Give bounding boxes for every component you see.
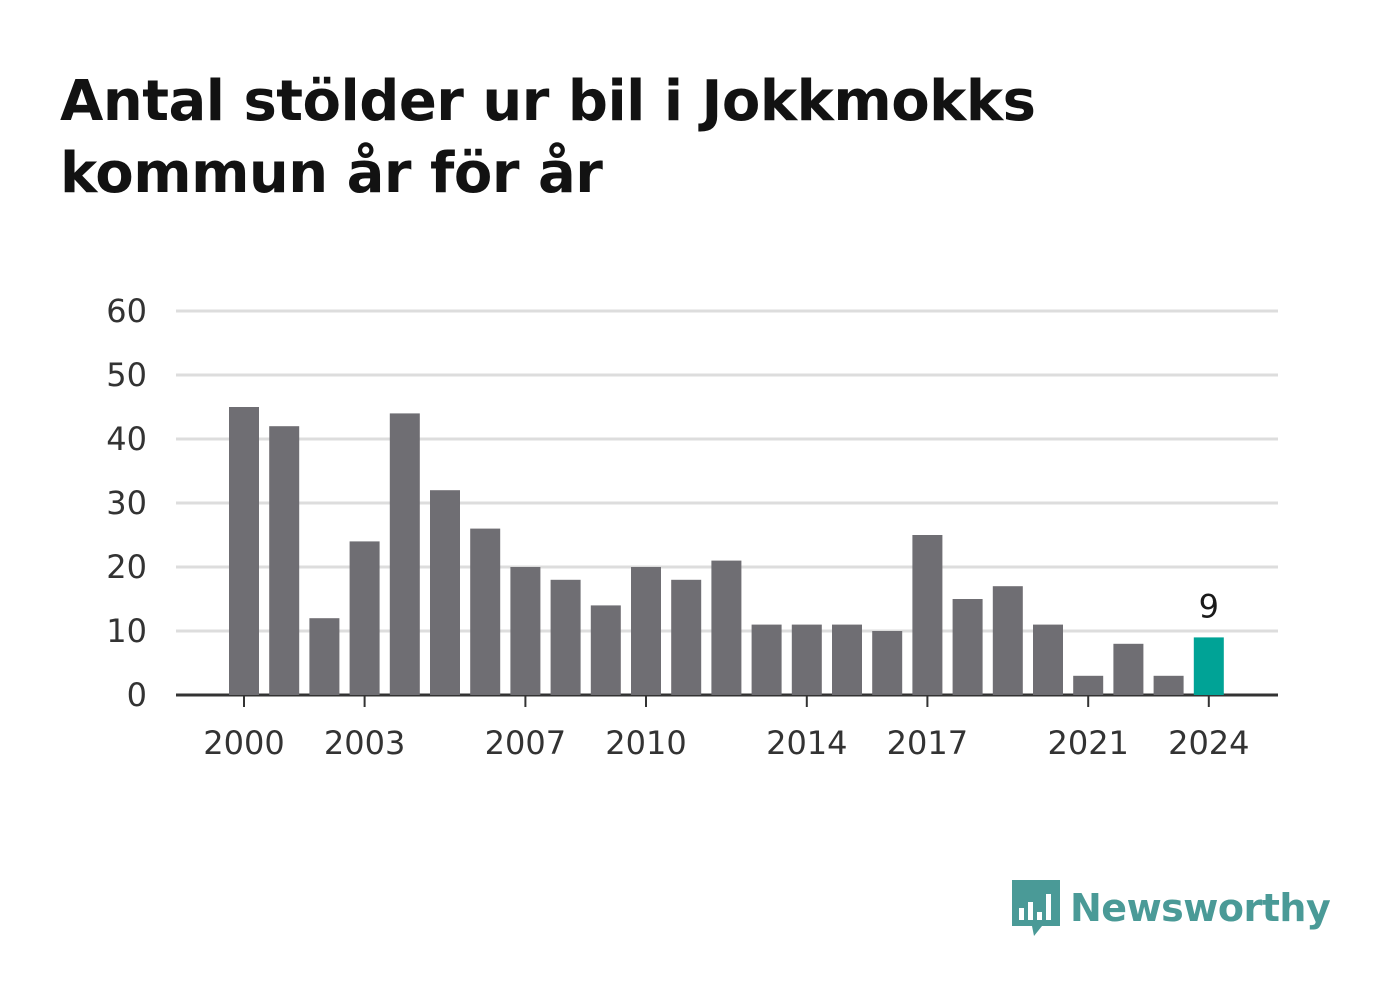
bar-2022	[1113, 643, 1144, 695]
bar-2013	[751, 624, 782, 695]
bar-2021	[1073, 675, 1104, 695]
bar-2006	[470, 528, 501, 695]
x-tick-label: 2007	[485, 724, 566, 762]
bar-2004	[389, 413, 420, 695]
x-tick-label: 2003	[324, 724, 405, 762]
bar-2014	[791, 624, 822, 695]
y-tick-label: 40	[106, 420, 147, 458]
x-axis-ticks: 2000 2003 2007 2010 2014 2017 2021 2024	[203, 695, 1250, 762]
bar-2023	[1153, 675, 1184, 695]
x-tick-label: 2000	[203, 724, 284, 762]
bar-2017	[912, 535, 943, 695]
bar-2015	[832, 624, 862, 695]
bar-2009	[590, 605, 621, 695]
y-tick-label: 30	[106, 484, 147, 522]
x-tick-label: 2014	[766, 724, 847, 762]
x-tick-label: 2010	[605, 724, 686, 762]
brand-name: Newsworthy	[1070, 886, 1331, 930]
data-labels: 9	[1199, 587, 1219, 625]
bar-2020	[1033, 624, 1063, 695]
brand-logo: Newsworthy	[1010, 878, 1331, 938]
bar-2008	[550, 579, 581, 695]
bar-2016	[872, 631, 903, 695]
chart-title: Antal stölder ur bil i Jokkmokks kommun …	[60, 69, 1036, 206]
x-tick-label: 2024	[1168, 724, 1249, 762]
y-tick-label: 20	[106, 548, 147, 586]
bars	[229, 407, 1224, 695]
y-tick-label: 10	[106, 612, 147, 650]
bar-2018	[952, 599, 983, 695]
x-tick-label: 2021	[1047, 724, 1128, 762]
bar-2010	[631, 567, 661, 695]
bar-2011	[671, 579, 702, 695]
bar-2002	[309, 618, 340, 695]
bar-2000	[229, 407, 259, 695]
bar-2001	[269, 426, 300, 695]
y-axis-ticks: 0 10 20 30 40 50 60	[106, 292, 147, 714]
y-tick-label: 0	[127, 676, 147, 714]
y-tick-label: 60	[106, 292, 147, 330]
bar-2005	[430, 490, 460, 695]
x-tick-label: 2017	[887, 724, 968, 762]
bar-2024	[1193, 637, 1224, 695]
bar-chart-speech-bubble-icon	[1012, 880, 1060, 936]
bar-2012	[711, 560, 742, 695]
y-tick-label: 50	[106, 356, 147, 394]
bar-2019	[992, 586, 1023, 695]
data-label-highlight: 9	[1199, 587, 1219, 625]
bar-2007	[510, 567, 541, 695]
bar-2003	[349, 541, 380, 695]
